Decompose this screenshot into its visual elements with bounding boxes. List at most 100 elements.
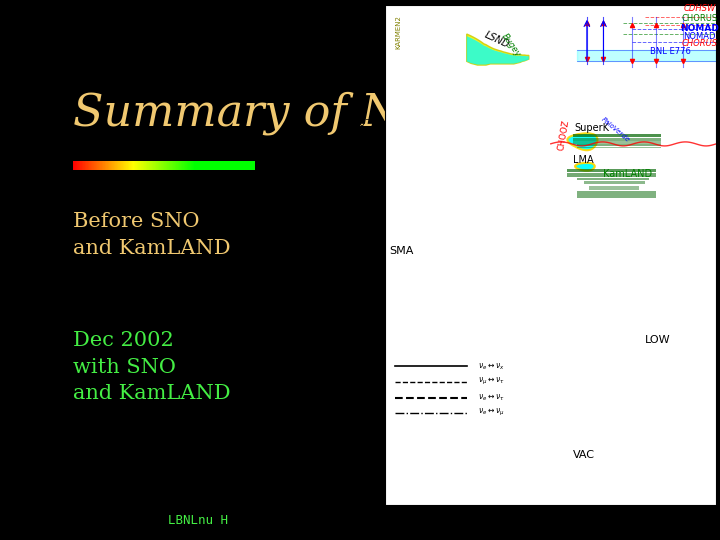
Bar (206, 161, 207, 170)
Bar (81, 161, 83, 170)
Bar (253, 161, 255, 170)
Bar (109, 161, 110, 170)
Bar (166, 161, 167, 170)
Bar (123, 161, 125, 170)
Bar (220, 161, 222, 170)
Bar (140, 161, 141, 170)
Bar (213, 161, 214, 170)
Bar (163, 161, 164, 170)
Text: LSND: LSND (483, 29, 511, 50)
Bar (227, 161, 228, 170)
Bar (151, 161, 152, 170)
Bar (120, 161, 121, 170)
Bar (155, 161, 156, 170)
Bar (100, 161, 101, 170)
Bar (212, 161, 214, 170)
Bar (191, 161, 192, 170)
Bar (101, 161, 102, 170)
Bar (75, 161, 76, 170)
Bar (96, 161, 97, 170)
Bar (85, 161, 86, 170)
Bar (211, 161, 212, 170)
Bar (107, 161, 109, 170)
Bar (89, 161, 90, 170)
Text: KamLAND: KamLAND (603, 168, 652, 179)
Polygon shape (590, 186, 639, 190)
Bar (219, 161, 220, 170)
Bar (80, 161, 81, 170)
Bar (231, 161, 233, 170)
Bar (104, 161, 106, 170)
Bar (133, 161, 135, 170)
Bar (171, 161, 173, 170)
Bar (165, 161, 166, 170)
Bar (125, 161, 126, 170)
Bar (219, 161, 220, 170)
Bar (121, 161, 122, 170)
Bar (205, 161, 207, 170)
Text: LOW: LOW (644, 335, 670, 345)
Bar (85, 161, 86, 170)
Bar (90, 161, 91, 170)
Bar (223, 161, 224, 170)
Bar (241, 161, 243, 170)
Bar (195, 161, 196, 170)
Bar (84, 161, 85, 170)
Bar (117, 161, 118, 170)
Bar (105, 161, 106, 170)
Text: NOMAD: NOMAD (680, 24, 719, 32)
Bar (236, 161, 237, 170)
Bar (180, 161, 181, 170)
Bar (164, 161, 166, 170)
Bar (114, 161, 116, 170)
Bar (182, 161, 183, 170)
Bar (76, 161, 77, 170)
Text: Dec 2002
with SNO
and KamLAND: Dec 2002 with SNO and KamLAND (73, 331, 231, 403)
Bar (129, 161, 130, 170)
Bar (126, 161, 127, 170)
Bar (209, 161, 210, 170)
Bar (135, 161, 136, 170)
Bar (182, 161, 184, 170)
Bar (122, 161, 124, 170)
Bar (197, 161, 199, 170)
X-axis label: $\tan^2\theta$: $\tan^2\theta$ (530, 534, 572, 540)
Bar (203, 161, 204, 170)
Bar (152, 161, 153, 170)
Bar (86, 161, 87, 170)
Bar (220, 161, 221, 170)
Bar (118, 161, 119, 170)
Bar (229, 161, 230, 170)
Bar (93, 161, 94, 170)
Bar (162, 161, 163, 170)
Bar (184, 161, 185, 170)
Bar (225, 161, 226, 170)
Polygon shape (584, 181, 644, 184)
Bar (133, 161, 134, 170)
Text: Summary of Ne: Summary of Ne (73, 92, 426, 135)
Bar (159, 161, 160, 170)
Bar (96, 161, 98, 170)
Bar (218, 161, 219, 170)
Bar (246, 161, 247, 170)
Bar (98, 161, 99, 170)
Bar (94, 161, 95, 170)
Bar (145, 161, 147, 170)
Bar (153, 161, 154, 170)
Bar (81, 161, 82, 170)
Bar (174, 161, 175, 170)
Text: LMA: LMA (573, 155, 593, 165)
Text: VAC: VAC (573, 450, 595, 460)
Bar (217, 161, 218, 170)
Bar (222, 161, 223, 170)
Bar (210, 161, 211, 170)
Bar (249, 161, 250, 170)
Bar (104, 161, 105, 170)
Bar (212, 161, 213, 170)
Bar (193, 161, 194, 170)
Bar (172, 161, 173, 170)
Bar (130, 161, 131, 170)
Bar (188, 161, 189, 170)
Bar (128, 161, 129, 170)
Bar (234, 161, 235, 170)
